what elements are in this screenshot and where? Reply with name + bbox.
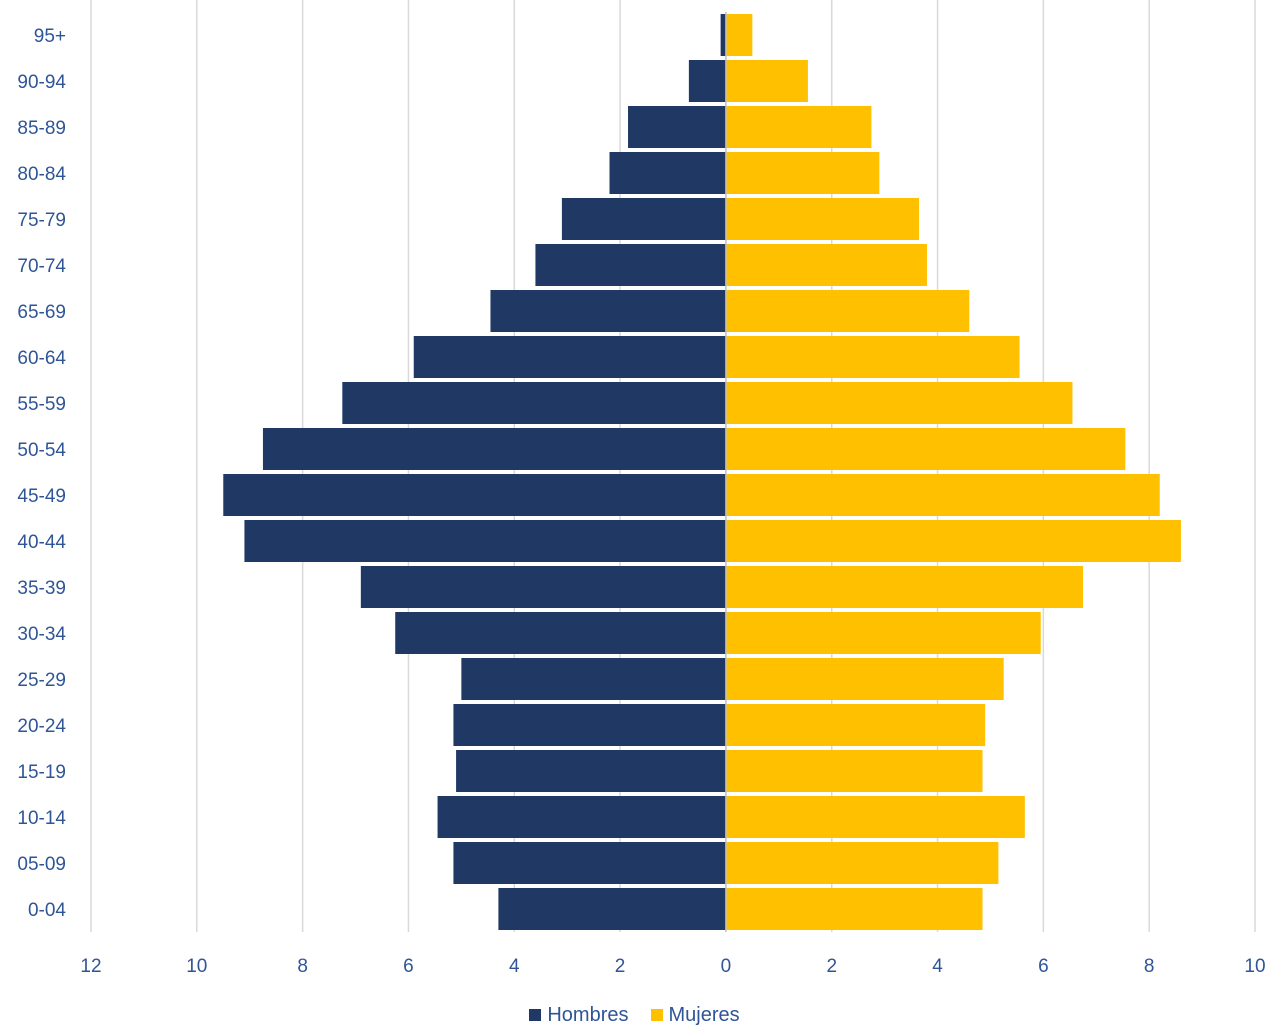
- bar-mujeres: [725, 14, 753, 56]
- x-tick-label: 6: [1038, 956, 1049, 977]
- bar-mujeres: [725, 244, 927, 286]
- category-label: 10-14: [17, 808, 66, 829]
- legend: Hombres Mujeres: [0, 1003, 1269, 1027]
- bar-mujeres: [725, 474, 1160, 516]
- bar-hombres: [628, 106, 726, 148]
- category-label: 20-24: [17, 716, 66, 737]
- bar-hombres: [453, 842, 726, 884]
- bar-mujeres: [725, 290, 970, 332]
- bar-mujeres: [725, 658, 1004, 700]
- x-tick-label: 6: [403, 956, 414, 977]
- x-tick-label: 12: [80, 956, 101, 977]
- bar-mujeres: [725, 750, 983, 792]
- bar-hombres: [609, 152, 726, 194]
- bar-hombres: [360, 566, 726, 608]
- category-label: 0-04: [28, 900, 66, 921]
- bar-hombres: [262, 428, 726, 470]
- bar-mujeres: [725, 612, 1041, 654]
- bar-mujeres: [725, 428, 1126, 470]
- bar-mujeres: [725, 566, 1084, 608]
- bar-mujeres: [725, 520, 1181, 562]
- bar-hombres: [342, 382, 726, 424]
- bar-mujeres: [725, 842, 999, 884]
- legend-item-mujeres: Mujeres: [650, 1003, 740, 1027]
- x-tick-label: 10: [1244, 956, 1265, 977]
- chart-canvas: 0-04 05-09 10-14 15-19 20-24 25-29 30-34 35-39 4…: [17, 0, 1266, 977]
- bar-hombres: [688, 60, 726, 102]
- category-labels: 0-04 05-09 10-14 15-19 20-24 25-29 30-34 35-39 4…: [17, 26, 66, 921]
- bar-mujeres: [725, 198, 920, 240]
- category-label: 85-89: [17, 118, 66, 139]
- x-tick-label: 2: [826, 956, 837, 977]
- category-label: 15-19: [17, 762, 66, 783]
- category-label: 40-44: [17, 532, 66, 553]
- x-tick-label: 10: [186, 956, 207, 977]
- bar-mujeres: [725, 336, 1020, 378]
- category-label: 70-74: [17, 256, 66, 277]
- bar-hombres: [535, 244, 726, 286]
- bar-hombres: [453, 704, 726, 746]
- category-label: 75-79: [17, 210, 66, 231]
- category-label: 80-84: [17, 164, 66, 185]
- bar-mujeres: [725, 60, 808, 102]
- x-tick-label: 8: [297, 956, 308, 977]
- category-label: 30-34: [17, 624, 66, 645]
- bar-hombres: [720, 14, 726, 56]
- bar-hombres: [244, 520, 726, 562]
- category-label: 55-59: [17, 394, 66, 415]
- category-label: 90-94: [17, 72, 66, 93]
- legend-swatch-mujeres: [650, 1009, 663, 1021]
- legend-item-hombres: Hombres: [529, 1003, 629, 1027]
- bar-mujeres: [725, 704, 986, 746]
- x-tick-label: 4: [932, 956, 943, 977]
- bar-hombres: [561, 198, 726, 240]
- category-label: 35-39: [17, 578, 66, 599]
- category-label: 50-54: [17, 440, 66, 461]
- category-label: 45-49: [17, 486, 66, 507]
- bar-mujeres: [725, 106, 872, 148]
- category-label: 95+: [34, 26, 66, 47]
- x-tick-labels: 12 10 8 6 4 2 0 2 4 6 8 10: [80, 956, 1265, 977]
- category-label: 65-69: [17, 302, 66, 323]
- bar-mujeres: [725, 796, 1025, 838]
- x-tick-label: 4: [509, 956, 520, 977]
- bar-hombres: [498, 888, 726, 930]
- category-label: 25-29: [17, 670, 66, 691]
- bar-hombres: [413, 336, 726, 378]
- bar-hombres: [490, 290, 726, 332]
- bar-mujeres: [725, 888, 983, 930]
- x-tick-label: 8: [1144, 956, 1155, 977]
- bar-hombres: [456, 750, 726, 792]
- x-tick-label: 2: [615, 956, 626, 977]
- bar-hombres: [461, 658, 726, 700]
- bar-hombres: [223, 474, 726, 516]
- bar-mujeres: [725, 382, 1073, 424]
- bar-hombres: [437, 796, 726, 838]
- category-label: 60-64: [17, 348, 66, 369]
- legend-label-hombres: Hombres: [547, 1004, 629, 1026]
- bar-mujeres: [725, 152, 880, 194]
- legend-label-mujeres: Mujeres: [668, 1004, 740, 1026]
- x-tick-label: 0: [721, 956, 732, 977]
- bars: [223, 14, 1181, 930]
- category-label: 05-09: [17, 854, 66, 875]
- legend-swatch-hombres: [529, 1009, 542, 1021]
- bar-hombres: [395, 612, 726, 654]
